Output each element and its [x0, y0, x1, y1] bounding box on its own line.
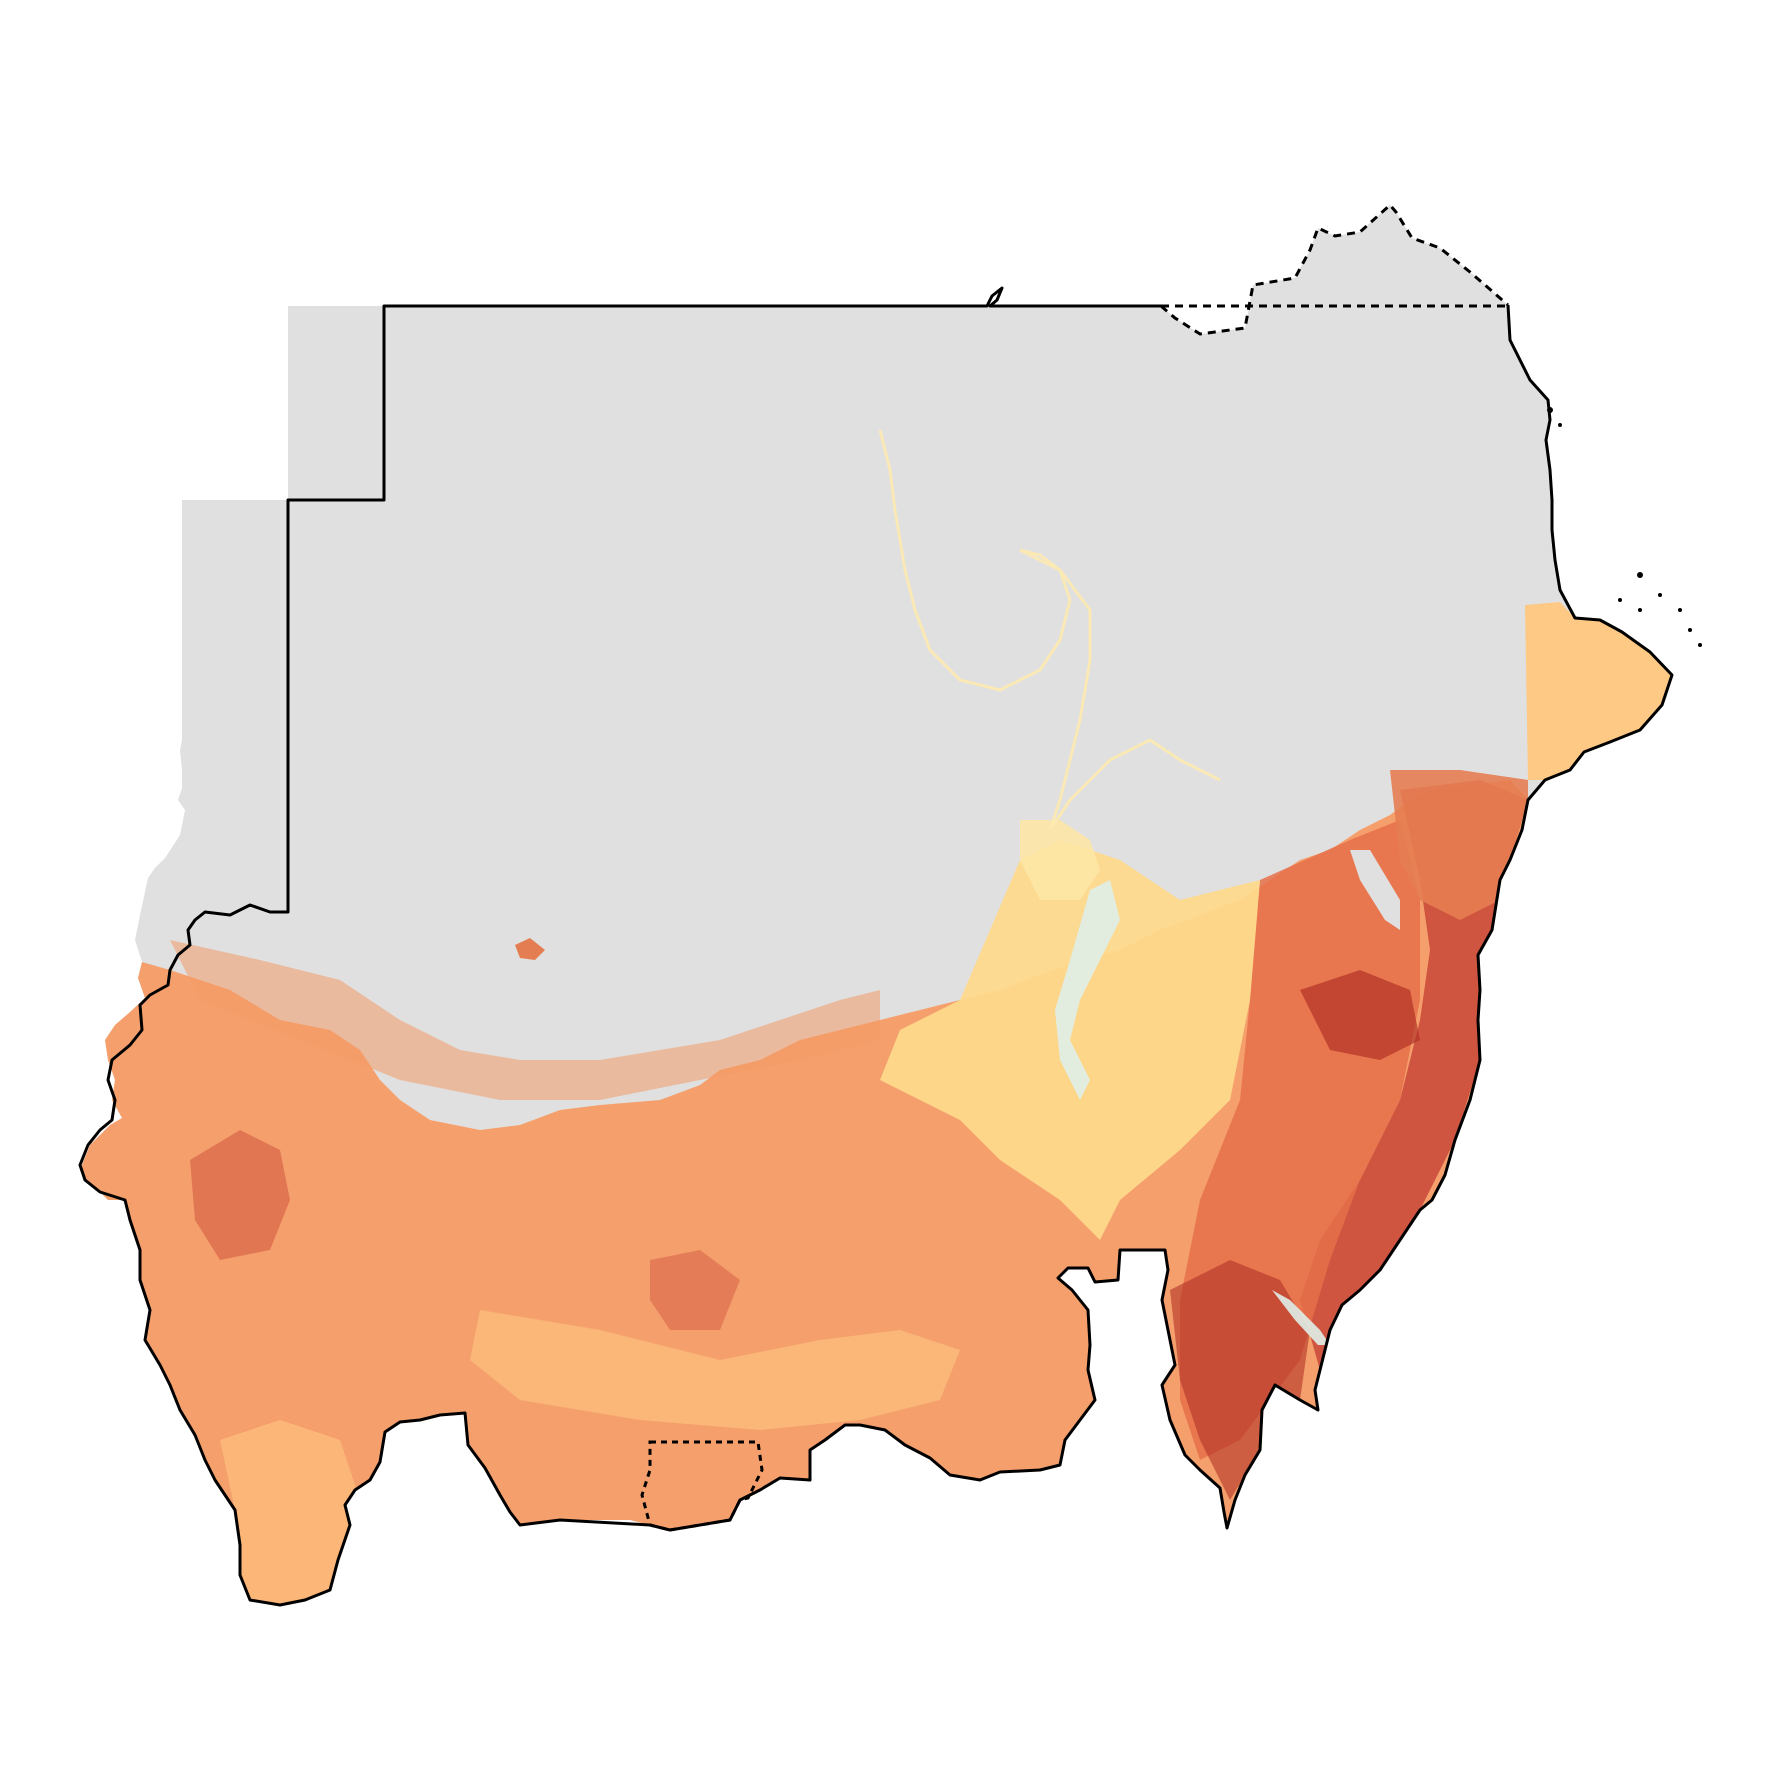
- island-dot: [1688, 628, 1692, 632]
- east-pale-wedge: [1350, 850, 1400, 930]
- country-outline: [78, 286, 1674, 1607]
- island-dot: [1547, 407, 1553, 413]
- southwest-light-tail: [220, 1420, 360, 1605]
- south-central-light-band: [470, 1310, 960, 1430]
- red-sea-islands: [1547, 407, 1702, 647]
- east-dark-spot: [1300, 970, 1420, 1060]
- nile-main-trace: [878, 429, 1092, 831]
- island-dot: [1678, 608, 1682, 612]
- island-dot: [1638, 608, 1642, 612]
- east-border-red-zone: [1300, 780, 1528, 1370]
- island-dot: [1658, 593, 1662, 597]
- nile-confluence-pale-zone: [1020, 820, 1100, 900]
- northern-sahel-fringe: [170, 940, 880, 1100]
- island-dot: [1618, 598, 1622, 602]
- nile-branch-trace: [1048, 738, 1221, 831]
- boundary-lines: [78, 202, 1702, 1607]
- island-dot: [1558, 423, 1562, 427]
- southeast-pale-notch: [1272, 1290, 1330, 1345]
- nile-river-traces: [878, 429, 1221, 831]
- halaib-dashed-boundary: [1160, 202, 1509, 336]
- southeast-dark-red-patch: [1170, 1260, 1310, 1500]
- northeast-orange-zone: [1390, 770, 1528, 920]
- red-sea-coast-yellow-zone: [1525, 602, 1672, 780]
- island-dot: [1698, 643, 1702, 647]
- west-dark-patch: [190, 1130, 290, 1260]
- nile-light-corridor: [1055, 880, 1120, 1100]
- central-south-dark-patch: [650, 1250, 740, 1330]
- island-dot: [1637, 572, 1643, 578]
- west-central-orange-dot: [515, 938, 545, 960]
- country-fill-group: [80, 205, 1672, 1605]
- heat-overlays: [170, 602, 1672, 1605]
- kafia-kingi-dashed-boundary: [640, 1440, 764, 1532]
